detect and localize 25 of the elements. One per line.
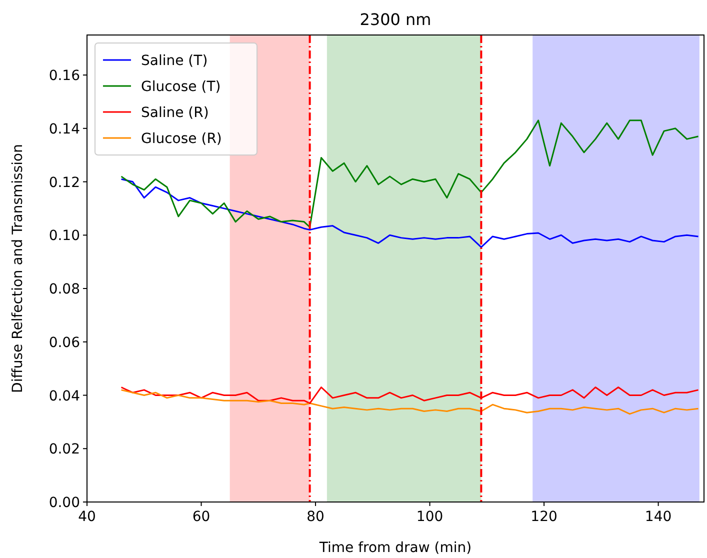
chart-title: 2300 nm [360, 10, 432, 29]
x-tick-label: 140 [644, 509, 672, 525]
x-tick-label: 80 [306, 509, 324, 525]
y-tick-label: 0.02 [48, 442, 80, 458]
y-tick-label: 0.16 [48, 68, 80, 84]
y-tick-label: 0.12 [48, 174, 80, 191]
y-tick-label: 0.14 [48, 121, 80, 138]
y-tick-label: 0.10 [48, 228, 80, 244]
y-tick-label: 0.00 [48, 495, 80, 511]
line-series [120, 178, 700, 248]
legend-label: Saline (T) [141, 53, 208, 69]
y-axis-title: Diffuse Relfection and Transmission [10, 144, 26, 393]
line-series [120, 120, 700, 228]
legend-label: Glucose (R) [141, 131, 222, 147]
x-axis-title: Time from draw (min) [318, 540, 472, 556]
y-tick-label: 0.06 [48, 334, 80, 351]
legend-label: Saline (R) [141, 105, 209, 121]
x-tick-label: 40 [78, 509, 96, 525]
x-tick-label: 120 [530, 509, 558, 525]
y-tick-label: 0.08 [48, 282, 80, 298]
legend-label: Glucose (T) [141, 79, 221, 95]
x-tick-label: 60 [192, 509, 210, 525]
y-tick-label: 0.04 [48, 388, 80, 404]
line-series [120, 389, 700, 415]
x-tick-label: 100 [416, 509, 444, 525]
